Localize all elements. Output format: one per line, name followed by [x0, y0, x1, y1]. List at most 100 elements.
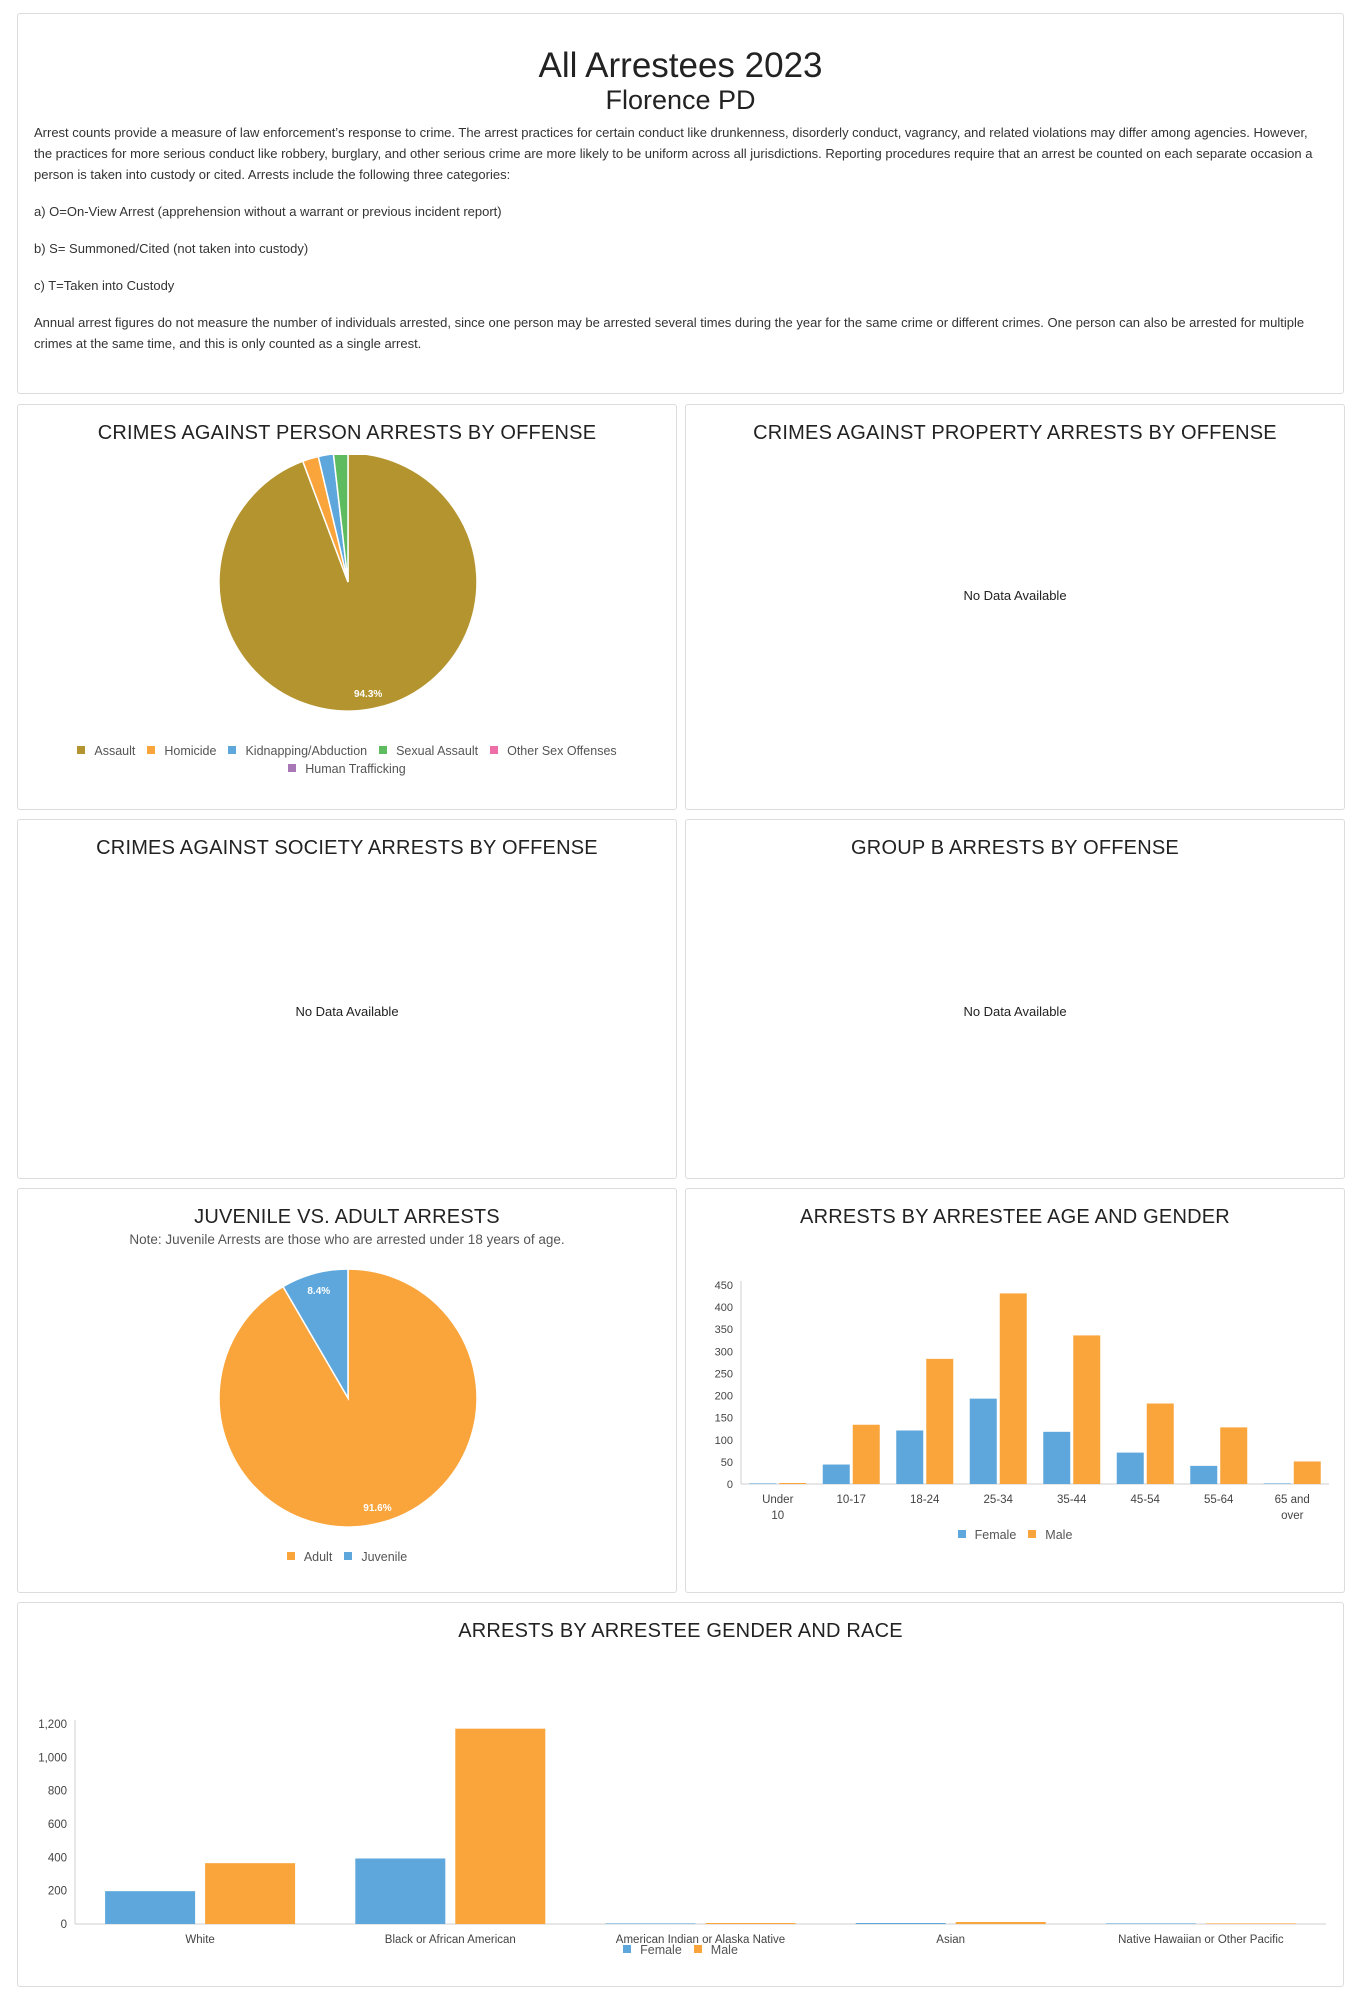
- intro-paragraph-2: Annual arrest figures do not measure the…: [34, 314, 1305, 351]
- person-offense-card: CRIMES AGAINST PERSON ARRESTS BY OFFENSE…: [17, 404, 677, 810]
- legend-swatch: [490, 746, 499, 754]
- legend-item[interactable]: Adult: [286, 1550, 332, 1564]
- legend-label: Kidnapping/Abduction: [245, 744, 368, 758]
- bar-female[interactable]: [1190, 1465, 1218, 1484]
- x-category-label: Native Hawaiian or Other Pacific: [1118, 1934, 1284, 1943]
- y-tick-label: 400: [48, 1852, 67, 1864]
- property-offense-card: CRIMES AGAINST PROPERTY ARRESTS BY OFFEN…: [685, 404, 1345, 810]
- bar-male[interactable]: [779, 1483, 807, 1484]
- juvenile-adult-pie: 91.6% 8.4%: [218, 1268, 478, 1528]
- y-tick-label: 200: [715, 1391, 733, 1403]
- pie-slice-label: 94.3%: [354, 689, 382, 700]
- bar-male[interactable]: [1220, 1427, 1248, 1484]
- legend-item[interactable]: Homicide: [147, 744, 216, 758]
- bar-female[interactable]: [1105, 1923, 1196, 1924]
- chart-title: JUVENILE VS. ADULT ARRESTS: [194, 1206, 500, 1228]
- y-tick-label: 600: [48, 1819, 67, 1831]
- bar-male[interactable]: [926, 1358, 954, 1484]
- x-category-label: Asian: [936, 1934, 965, 1943]
- y-tick-label: 400: [715, 1302, 733, 1314]
- x-category-label: 25-34: [984, 1494, 1014, 1506]
- legend-swatch: [693, 1945, 702, 1953]
- legend-item[interactable]: Kidnapping/Abduction: [228, 744, 367, 758]
- x-category-label: White: [185, 1934, 214, 1943]
- bar-male[interactable]: [999, 1293, 1027, 1484]
- chart-title: CRIMES AGAINST PROPERTY ARRESTS BY OFFEN…: [753, 422, 1277, 444]
- bar-male[interactable]: [852, 1424, 880, 1484]
- bar-female[interactable]: [896, 1430, 924, 1484]
- bar-male[interactable]: [455, 1728, 546, 1924]
- bar-male[interactable]: [1293, 1461, 1321, 1484]
- bar-male[interactable]: [205, 1863, 296, 1924]
- legend-label: Assault: [94, 744, 136, 758]
- bar-female[interactable]: [969, 1398, 997, 1484]
- no-data-message: No Data Available: [295, 1004, 399, 1019]
- legend-label: Male: [710, 1943, 738, 1957]
- legend-item[interactable]: Sexual Assault: [379, 744, 478, 758]
- bar-female[interactable]: [105, 1891, 196, 1924]
- legend-swatch: [1028, 1530, 1037, 1538]
- juvenile-adult-legend: Adult Juvenile: [18, 1550, 676, 1568]
- legend-item[interactable]: Juvenile: [344, 1550, 407, 1564]
- age-gender-bar-chart: 0 50 100 150 200 250 300 350 400 450 Under 10 10-17 1…: [715, 1280, 1329, 1522]
- x-category-label: American Indian or Alaska Native: [616, 1934, 785, 1943]
- x-category-label: Black or African American: [385, 1934, 516, 1943]
- chart-title: ARRESTS BY ARRESTEE AGE AND GENDER: [800, 1206, 1230, 1228]
- pie-slice-label: 91.6%: [363, 1503, 391, 1514]
- bar-male[interactable]: [705, 1923, 796, 1924]
- x-category-label: over: [1281, 1510, 1304, 1522]
- intro-body: Arrest counts provide a measure of law e…: [18, 116, 1343, 354]
- bar-male[interactable]: [1073, 1335, 1101, 1484]
- bar-female[interactable]: [1116, 1452, 1144, 1484]
- gender-race-bar-chart: 0 200 400 600 800 1,000 1,200 White Black or Afr…: [38, 1719, 1326, 1943]
- legend-swatch: [344, 1552, 353, 1560]
- legend-item[interactable]: Male: [1028, 1528, 1072, 1542]
- page-title: All Arrestees 2023: [538, 46, 823, 85]
- x-category-label: Under: [762, 1494, 793, 1506]
- bar-female[interactable]: [749, 1483, 777, 1484]
- legend-swatch: [286, 1552, 295, 1560]
- no-data-message: No Data Available: [963, 1004, 1067, 1019]
- legend-item[interactable]: Other Sex Offenses: [490, 744, 617, 758]
- legend-label: Other Sex Offenses: [507, 744, 617, 758]
- legend-item[interactable]: Male: [693, 1943, 738, 1957]
- pie-slice-kidnapping-abduction[interactable]: [317, 455, 349, 583]
- y-tick-label: 200: [48, 1886, 67, 1898]
- pie-slice-sexual-assault[interactable]: [332, 455, 349, 583]
- bar-female[interactable]: [605, 1923, 696, 1924]
- chart-title: CRIMES AGAINST SOCIETY ARRESTS BY OFFENS…: [96, 837, 598, 859]
- x-category-label: 65 and: [1275, 1494, 1310, 1506]
- bar-female[interactable]: [822, 1464, 850, 1484]
- bar-female[interactable]: [1043, 1431, 1071, 1484]
- bar-male[interactable]: [1205, 1923, 1296, 1924]
- intro-item-c: c) T=Taken into Custody: [34, 277, 175, 293]
- legend-item[interactable]: Human Trafficking: [288, 762, 406, 776]
- legend-swatch: [379, 746, 388, 754]
- pie-slice-juvenile[interactable]: [282, 1268, 349, 1401]
- y-tick-label: 100: [715, 1435, 733, 1447]
- bar-male[interactable]: [955, 1922, 1046, 1924]
- legend-label: Juvenile: [361, 1550, 408, 1564]
- bar-female[interactable]: [1263, 1483, 1291, 1484]
- bar-female[interactable]: [355, 1858, 446, 1925]
- chart-title: GROUP B ARRESTS BY OFFENSE: [851, 837, 1179, 859]
- page-subtitle: Florence PD: [605, 84, 756, 115]
- legend-item[interactable]: Assault: [77, 744, 135, 758]
- legend-item[interactable]: Female: [623, 1943, 682, 1957]
- gender-race-card: ARRESTS BY ARRESTEE GENDER AND RACE 0 200…: [17, 1602, 1344, 1987]
- legend-label: Male: [1045, 1528, 1073, 1542]
- person-offense-pie: 94.3%: [218, 455, 478, 712]
- legend-item[interactable]: Female: [957, 1528, 1017, 1542]
- y-tick-label: 250: [715, 1368, 733, 1380]
- y-tick-label: 350: [715, 1324, 733, 1336]
- legend-label: Female: [640, 1943, 682, 1957]
- bar-female[interactable]: [855, 1923, 946, 1924]
- pie-slice-assault[interactable]: [218, 455, 478, 712]
- y-tick-label: 150: [715, 1413, 733, 1425]
- legend-label: Sexual Assault: [396, 744, 479, 758]
- y-tick-label: 1,000: [38, 1752, 67, 1764]
- intro-card: All Arrestees 2023 Florence PD Arrest co…: [17, 13, 1344, 394]
- legend-label: Female: [974, 1528, 1017, 1542]
- bar-male[interactable]: [1146, 1403, 1174, 1484]
- legend-swatch: [228, 746, 237, 754]
